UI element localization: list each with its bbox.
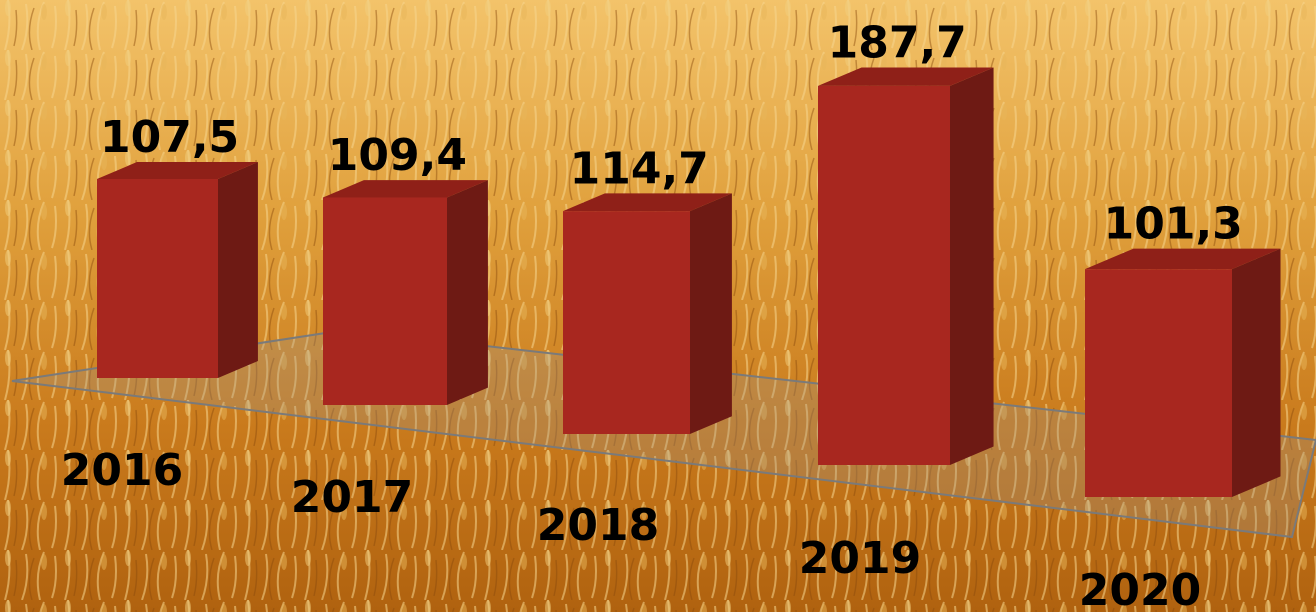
bar — [563, 211, 690, 434]
bar — [818, 85, 950, 465]
value-label: 109,4 — [328, 130, 467, 181]
value-label: 114,7 — [570, 143, 709, 194]
value-label: 187,7 — [828, 17, 967, 68]
value-label: 101,3 — [1104, 199, 1243, 250]
bar-side — [950, 67, 994, 466]
bar-side — [1232, 248, 1281, 497]
bar-side — [690, 193, 732, 434]
bar — [1085, 269, 1232, 497]
bar-side — [447, 180, 488, 405]
bar-top — [1085, 248, 1281, 270]
value-label: 107,5 — [100, 112, 239, 163]
x-tick-label: 2017 — [291, 472, 413, 523]
bars — [97, 67, 1281, 497]
bar-top — [323, 180, 488, 198]
x-tick-label: 2019 — [799, 533, 921, 584]
bar — [97, 178, 218, 378]
bar-top — [97, 162, 258, 179]
x-tick-label: 2020 — [1079, 565, 1201, 612]
bar — [323, 197, 447, 405]
bar-top — [563, 193, 732, 212]
x-tick-label: 2018 — [537, 500, 659, 551]
x-tick-label: 2016 — [61, 445, 183, 496]
bar-top — [818, 67, 994, 86]
bar-side — [218, 162, 258, 378]
